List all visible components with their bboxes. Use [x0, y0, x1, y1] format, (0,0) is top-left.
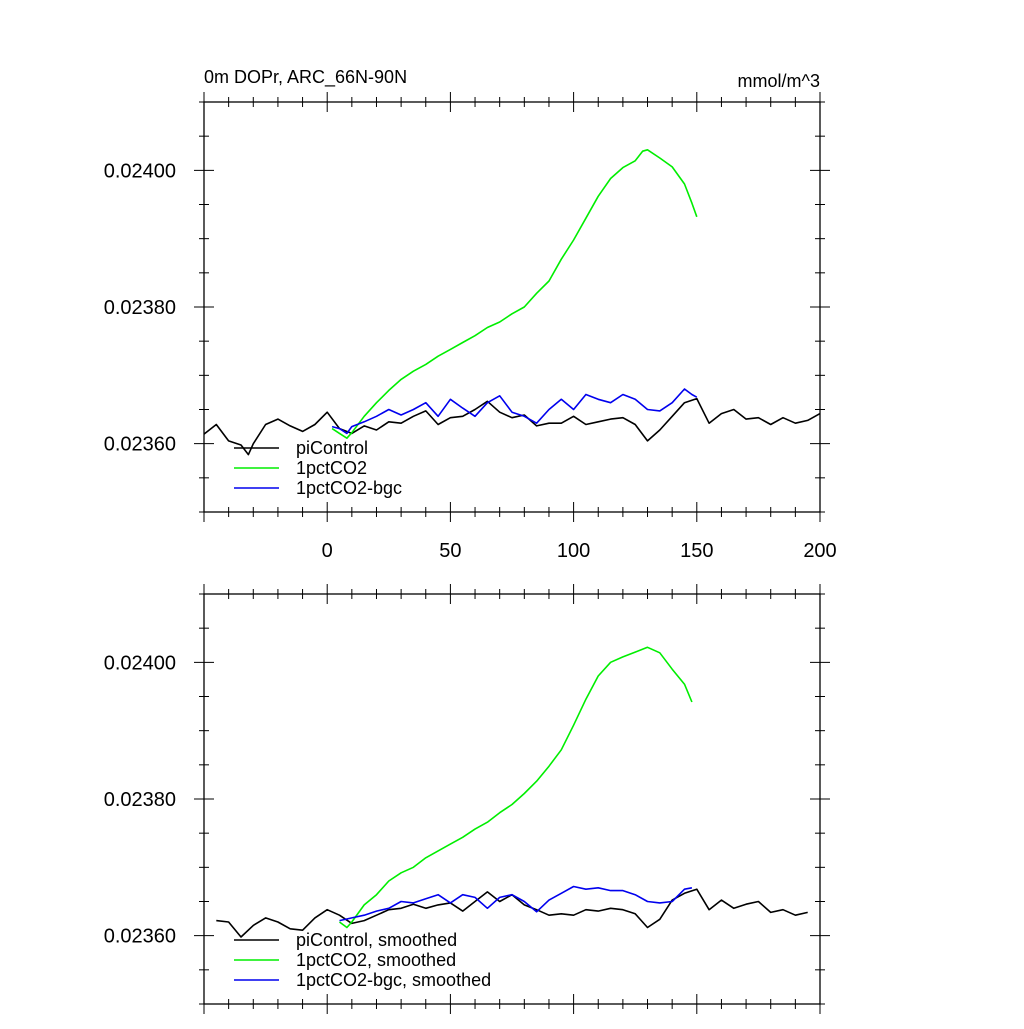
series-line-1pctco2 [331, 149, 698, 439]
y-tick-label: 0.02400 [104, 652, 176, 674]
x-tick-label: 200 [803, 540, 836, 562]
bottom-panel: 0.02360 0.02380 0.02400 piControl, smoothed… [104, 584, 830, 1014]
series-line-1pctco2-bgc-smoothed [339, 885, 693, 922]
x-tick-label: 50 [439, 540, 461, 562]
chart-title: 0m DOPr, ARC_66N-90N [204, 67, 407, 88]
legend-label: 1pctCO2, smoothed [296, 950, 456, 970]
y-tick-label: 0.02360 [104, 926, 176, 948]
legend-label: 1pctCO2-bgc [296, 478, 402, 498]
x-tick-label: 0 [322, 540, 333, 562]
legend-label: 1pctCO2 [296, 458, 367, 478]
series-line-1pctco2-bgc [331, 388, 698, 435]
x-tick-label: 100 [557, 540, 590, 562]
legend-label: piControl, smoothed [296, 930, 457, 950]
y-tick-label: 0.02380 [104, 297, 176, 319]
series-line-1pctco2-smoothed [339, 646, 693, 929]
x-tick-label: 150 [680, 540, 713, 562]
legend-label: piControl [296, 438, 368, 458]
legend-label: 1pctCO2-bgc, smoothed [296, 970, 491, 990]
y-tick-label: 0.02400 [104, 160, 176, 182]
y-tick-label: 0.02380 [104, 789, 176, 811]
top-panel: 0.02360 0.02380 0.02400 0 50 100 150 200 piContr… [104, 92, 837, 562]
series-line-picontrol [203, 397, 821, 456]
units-label: mmol/m^3 [738, 71, 820, 91]
y-tick-label: 0.02360 [104, 434, 176, 456]
